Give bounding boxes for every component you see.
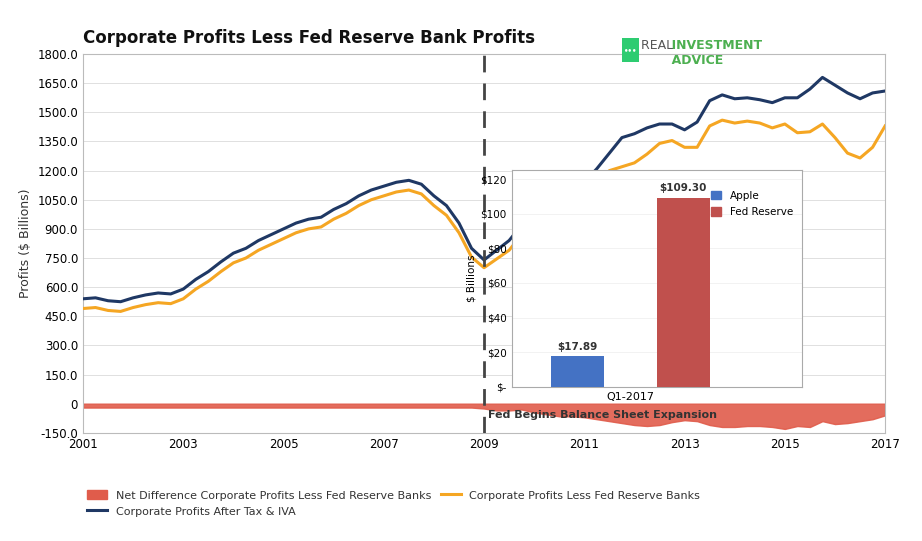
Bar	[551, 356, 604, 387]
Legend: Apple, Fed Reserve: Apple, Fed Reserve	[706, 187, 797, 221]
Text: •••: •••	[624, 47, 637, 53]
Y-axis label: Profits ($ Billions): Profits ($ Billions)	[18, 189, 31, 298]
Legend: Net Difference Corporate Profits Less Fed Reserve Banks, Corporate Profits After: Net Difference Corporate Profits Less Fe…	[83, 486, 704, 521]
Text: $109.30: $109.30	[659, 183, 707, 193]
Text: ADVICE: ADVICE	[641, 54, 723, 67]
Text: INVESTMENT: INVESTMENT	[641, 39, 762, 52]
Bar	[656, 197, 710, 387]
Text: REAL: REAL	[641, 39, 677, 52]
Text: Corporate Profits Less Fed Reserve Bank Profits: Corporate Profits Less Fed Reserve Bank …	[83, 29, 535, 47]
Text: $17.89: $17.89	[558, 341, 597, 352]
Text: Fed Begins Balance Sheet Expansion: Fed Begins Balance Sheet Expansion	[488, 410, 717, 420]
Y-axis label: $ Billions: $ Billions	[467, 255, 477, 302]
